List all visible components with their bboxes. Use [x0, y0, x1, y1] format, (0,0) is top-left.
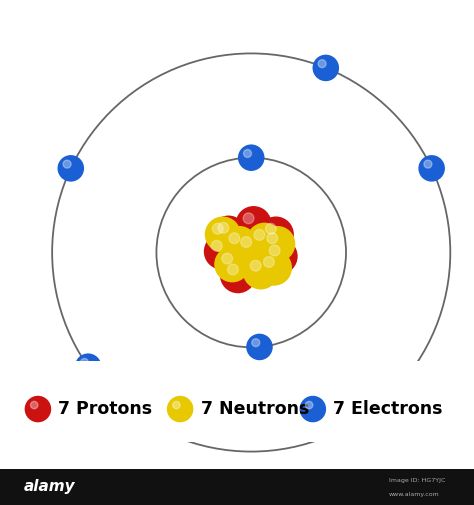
FancyBboxPatch shape — [0, 469, 474, 505]
Circle shape — [218, 222, 229, 233]
Circle shape — [57, 155, 84, 182]
Text: 7 Electrons: 7 Electrons — [333, 400, 443, 418]
Circle shape — [233, 230, 269, 266]
Circle shape — [205, 217, 241, 252]
Circle shape — [262, 238, 298, 274]
Circle shape — [243, 213, 254, 224]
Text: Image ID: HG7YJC: Image ID: HG7YJC — [389, 478, 445, 483]
Circle shape — [419, 155, 445, 182]
Text: 7 Protons: 7 Protons — [58, 400, 153, 418]
Circle shape — [228, 264, 238, 275]
Circle shape — [222, 253, 233, 264]
Circle shape — [173, 401, 180, 409]
Circle shape — [63, 160, 71, 168]
Circle shape — [81, 359, 89, 367]
Circle shape — [246, 334, 273, 360]
Circle shape — [246, 223, 283, 259]
Text: 7 Neutrons: 7 Neutrons — [201, 400, 309, 418]
Text: www.alamy.com: www.alamy.com — [389, 492, 439, 497]
FancyBboxPatch shape — [0, 361, 474, 441]
Circle shape — [300, 396, 326, 422]
Circle shape — [210, 216, 246, 251]
Circle shape — [75, 354, 101, 380]
Circle shape — [244, 149, 252, 158]
Circle shape — [269, 245, 280, 256]
Circle shape — [204, 233, 240, 270]
Circle shape — [384, 385, 392, 393]
Circle shape — [265, 223, 276, 234]
Circle shape — [424, 160, 432, 168]
Circle shape — [214, 246, 250, 282]
Circle shape — [252, 339, 260, 346]
Circle shape — [312, 55, 339, 81]
Circle shape — [30, 401, 38, 409]
Circle shape — [243, 254, 279, 289]
Circle shape — [238, 144, 264, 171]
Circle shape — [229, 233, 240, 243]
Circle shape — [264, 257, 274, 267]
Circle shape — [241, 237, 252, 247]
Circle shape — [254, 229, 265, 240]
Text: alamy: alamy — [24, 479, 75, 494]
Circle shape — [267, 233, 278, 243]
Circle shape — [256, 249, 292, 286]
Circle shape — [167, 396, 193, 422]
Circle shape — [305, 401, 313, 409]
Circle shape — [250, 260, 261, 271]
Circle shape — [318, 60, 326, 68]
Circle shape — [258, 217, 294, 252]
Circle shape — [220, 257, 256, 293]
Circle shape — [236, 206, 272, 242]
Circle shape — [211, 240, 222, 251]
Circle shape — [212, 223, 223, 234]
Circle shape — [25, 396, 51, 422]
Circle shape — [379, 380, 405, 407]
Circle shape — [221, 226, 257, 262]
Circle shape — [259, 226, 295, 262]
